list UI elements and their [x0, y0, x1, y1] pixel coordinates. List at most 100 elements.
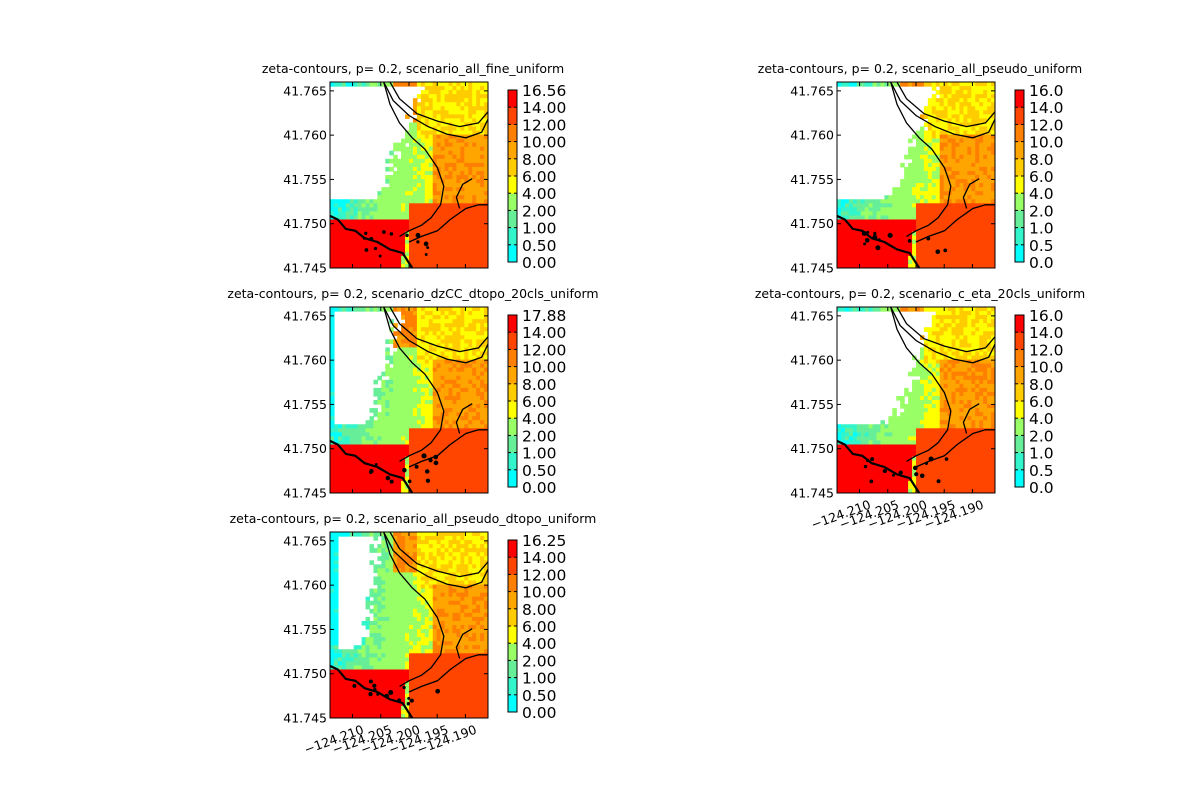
colorbar-segment: [508, 227, 517, 246]
y-tick-label: 41.755: [790, 172, 834, 187]
contour-line: [962, 403, 980, 434]
colorbar-segment: [508, 452, 517, 471]
colorbar-segment: [508, 643, 517, 661]
contour-lines: [330, 82, 488, 268]
contour-line: [383, 532, 445, 687]
panel-2: zeta-contours, p= 0.2, scenario_all_pseu…: [758, 61, 1082, 276]
colorbar-tick-label: 6.00: [522, 618, 557, 636]
colorbar-tick-label: 6.0: [1029, 168, 1054, 186]
colorbar-tick-label: 10.00: [522, 584, 566, 602]
colorbar: 16.014.012.010.08.06.04.02.01.00.50.0: [1014, 82, 1064, 272]
contour-line: [389, 532, 488, 578]
panel-title: zeta-contours, p= 0.2, scenario_all_fine…: [262, 61, 564, 76]
y-tick-label: 41.745: [790, 486, 834, 501]
colorbar-tick-label: 14.00: [522, 324, 566, 342]
colorbar-segment: [1015, 435, 1024, 453]
colorbar-tick-label: 12.00: [522, 566, 566, 584]
colorbar-tick-label: 12.00: [522, 116, 566, 134]
heatmap-field: [837, 82, 995, 268]
contour-line: [455, 403, 473, 434]
colorbar-tick-label: 16.25: [522, 532, 566, 550]
colorbar-tick-label: 8.00: [522, 601, 557, 619]
contour-lines: [837, 307, 995, 493]
y-tick-label: 41.745: [283, 711, 327, 726]
colorbar: 17.8814.0012.0010.008.006.004.002.001.00…: [507, 307, 566, 497]
contour-line: [330, 214, 414, 268]
colorbar-tick-label: 14.0: [1029, 324, 1064, 342]
colorbar-tick-label: 4.00: [522, 185, 557, 203]
panel-5: zeta-contours, p= 0.2, scenario_all_pseu…: [230, 511, 597, 757]
contour-line: [915, 204, 995, 243]
colorbar-segment: [508, 107, 517, 125]
colorbar-tick-label: 2.0: [1029, 202, 1054, 220]
colorbar-tick-label: 12.00: [522, 341, 566, 359]
panel-title: zeta-contours, p= 0.2, scenario_all_pseu…: [758, 61, 1082, 76]
colorbar-segment: [508, 315, 517, 333]
colorbar-tick-label: 4.00: [522, 410, 557, 428]
panel-title: zeta-contours, p= 0.2, scenario_all_pseu…: [230, 511, 597, 526]
colorbar-segment: [1015, 244, 1024, 263]
contour-line: [962, 178, 980, 209]
colorbar-tick-label: 4.0: [1029, 185, 1054, 203]
colorbar-segment: [508, 677, 517, 696]
y-tick-label: 41.765: [283, 308, 327, 323]
colorbar-segment: [508, 626, 517, 644]
heatmap-field: [330, 532, 488, 718]
contour-line: [837, 214, 921, 268]
contour-line: [383, 82, 488, 139]
colorbar: 16.2514.0012.0010.008.006.004.002.001.00…: [507, 532, 566, 722]
colorbar-tick-label: 12.0: [1029, 341, 1064, 359]
contour-lines: [330, 307, 488, 493]
colorbar-tick-label: 6.00: [522, 393, 557, 411]
contour-line: [455, 628, 473, 659]
contour-line: [896, 82, 995, 128]
colorbar-tick-label: 0.0: [1029, 479, 1054, 497]
colorbar-tick-label: 12.0: [1029, 116, 1064, 134]
colorbar-segment: [1015, 315, 1024, 333]
colorbar-tick-label: 17.88: [522, 307, 566, 325]
panel-title: zeta-contours, p= 0.2, scenario_dzCC_dto…: [227, 286, 598, 301]
colorbar-tick-label: 8.0: [1029, 376, 1054, 394]
y-tick-label: 41.765: [790, 308, 834, 323]
colorbar-tick-label: 0.50: [522, 462, 557, 480]
y-tick-label: 41.750: [283, 441, 327, 456]
colorbar-tick-label: 10.00: [522, 359, 566, 377]
colorbar-tick-label: 14.0: [1029, 99, 1064, 117]
colorbar-tick-label: 14.00: [522, 99, 566, 117]
colorbar-segment: [1015, 452, 1024, 471]
colorbar-segment: [508, 383, 517, 402]
y-tick-label: 41.745: [283, 486, 327, 501]
contour-line: [408, 204, 488, 243]
colorbar-segment: [508, 469, 517, 488]
y-tick-label: 41.750: [283, 666, 327, 681]
y-tick-label: 41.760: [283, 578, 327, 593]
contour-line: [389, 307, 488, 353]
colorbar-segment: [1015, 469, 1024, 488]
colorbar-segment: [1015, 158, 1024, 177]
y-tick-label: 41.765: [283, 533, 327, 548]
contour-line: [837, 439, 921, 493]
colorbar-tick-label: 2.00: [522, 652, 557, 670]
colorbar-tick-label: 0.5: [1029, 237, 1054, 255]
contour-line: [330, 664, 414, 718]
colorbar-tick-label: 1.0: [1029, 220, 1054, 238]
colorbar-tick-label: 0.00: [522, 479, 557, 497]
colorbar-tick-label: 1.00: [522, 220, 557, 238]
contour-line: [890, 82, 995, 139]
colorbar-segment: [508, 557, 517, 575]
colorbar-tick-label: 0.5: [1029, 462, 1054, 480]
colorbar-segment: [508, 124, 517, 142]
contour-line: [330, 439, 414, 493]
colorbar-tick-label: 2.0: [1029, 427, 1054, 445]
colorbar-segment: [508, 366, 517, 385]
colorbar-segment: [508, 694, 517, 713]
colorbar-segment: [508, 608, 517, 627]
colorbar-segment: [1015, 90, 1024, 108]
colorbar-segment: [508, 141, 517, 160]
colorbar-segment: [1015, 418, 1024, 436]
panel-1: zeta-contours, p= 0.2, scenario_all_fine…: [262, 61, 567, 276]
colorbar: 16.5614.0012.0010.008.006.004.002.001.00…: [507, 82, 566, 272]
contour-line: [383, 532, 488, 589]
y-tick-label: 41.750: [790, 441, 834, 456]
